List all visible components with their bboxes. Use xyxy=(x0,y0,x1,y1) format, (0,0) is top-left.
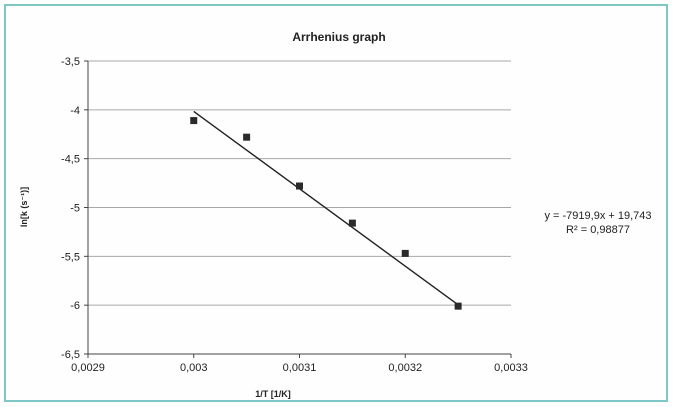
x-tick-label: 0,0033 xyxy=(494,362,528,374)
y-tick-label: -6,5 xyxy=(61,349,80,361)
chart-title: Arrhenius graph xyxy=(292,30,385,44)
x-tick-label: 0,0029 xyxy=(71,362,105,374)
data-point xyxy=(401,249,409,257)
data-point xyxy=(454,302,462,310)
x-tick-label: 0,003 xyxy=(180,362,208,374)
data-point xyxy=(296,182,303,190)
trendline-equation: y = -7919,9x + 19,743 xyxy=(544,210,651,222)
x-tick-label: 0,0032 xyxy=(388,362,422,374)
data-points xyxy=(190,117,462,310)
y-tick-label: -4 xyxy=(70,105,80,117)
x-axis-label: 1/T [1/K] xyxy=(255,389,291,399)
y-axis-label: ln[k (s⁻¹)] xyxy=(19,187,29,227)
data-point xyxy=(243,133,251,141)
y-tick-label: -5 xyxy=(70,203,80,215)
gridlines xyxy=(88,60,511,306)
y-tick-label: -6 xyxy=(70,300,80,312)
y-tick-labels: -3,5 -4 -4,5 -5 -5,5 -6 -6,5 xyxy=(61,56,80,361)
y-tick-label: -5,5 xyxy=(61,251,80,263)
trendline xyxy=(193,110,459,306)
data-point xyxy=(348,219,356,227)
data-point xyxy=(190,117,198,125)
trendline-group xyxy=(193,110,459,306)
chart-frame xyxy=(4,4,668,402)
x-tick-label: 0,0031 xyxy=(283,362,317,374)
y-tick-label: -4,5 xyxy=(61,154,80,166)
y-tick-label: -3,5 xyxy=(61,56,80,68)
axes xyxy=(84,60,512,358)
trendline-r-squared: R² = 0,98877 xyxy=(566,224,630,236)
x-tick-labels: 0,0029 0,003 0,0031 0,0032 0,0033 xyxy=(71,362,528,374)
